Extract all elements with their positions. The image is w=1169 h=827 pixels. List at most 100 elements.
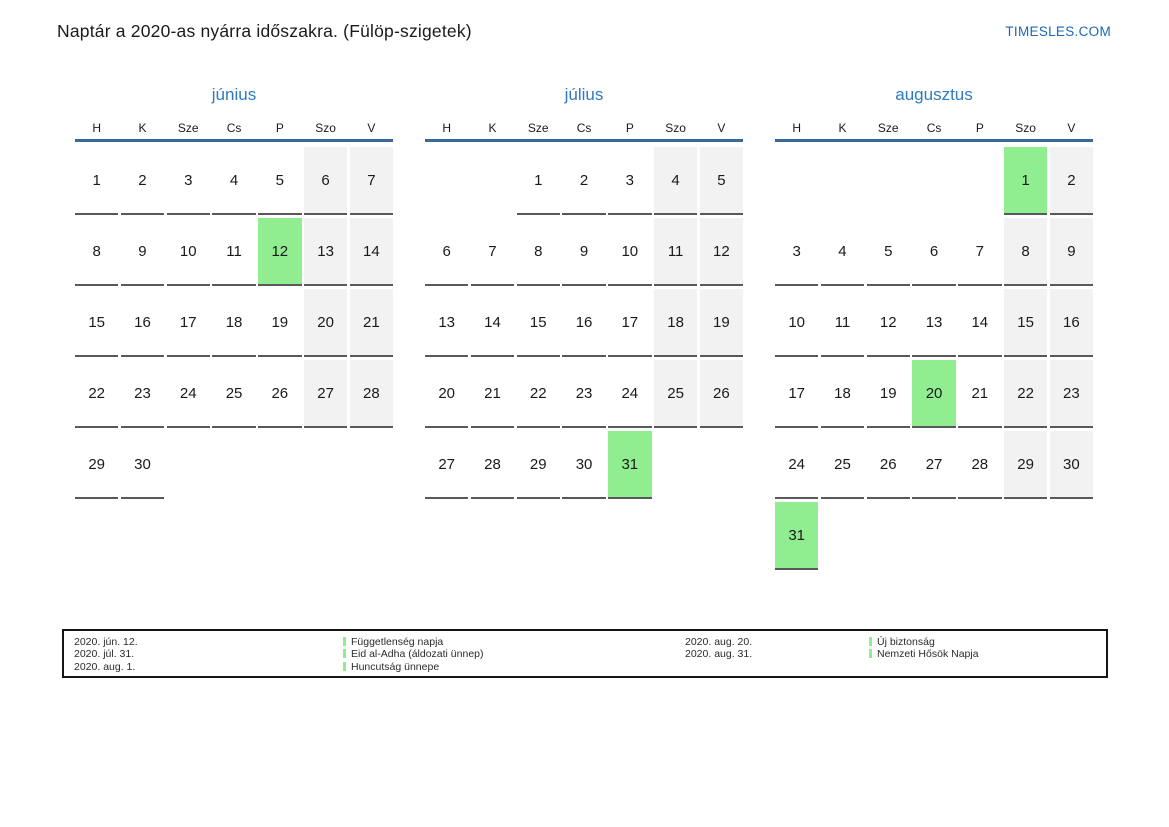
month-june: június H K Sze Cs P Szo V 1 2 3 4 5 6 7 8 9 10 11 12 13 14 15… — [75, 85, 394, 502]
weekday-header: Cs — [576, 121, 592, 135]
day-cell: 14 — [958, 289, 1002, 357]
weekday-header: Cs — [926, 121, 942, 135]
day-cell: 30 — [1049, 431, 1094, 499]
day-cell: 25 — [653, 360, 698, 428]
day-cell: 5 — [866, 218, 910, 286]
day-cell: 21 — [958, 360, 1002, 428]
empty-cell — [212, 431, 255, 499]
day-cell: 1 — [75, 147, 119, 215]
day-cell: 20 — [912, 360, 956, 428]
day-cell: 8 — [516, 218, 560, 286]
day-cell: 30 — [120, 431, 165, 499]
legend-date: 2020. aug. 1. — [74, 660, 136, 673]
brand-link[interactable]: TIMESLES.COM — [1005, 24, 1111, 39]
day-cell: 15 — [75, 289, 119, 357]
day-cell: 12 — [258, 218, 302, 286]
weekday-header: K — [138, 121, 147, 135]
header-underline — [425, 139, 744, 142]
weekday-header: V — [717, 121, 726, 135]
day-cell: 6 — [425, 218, 469, 286]
day-cell: 22 — [516, 360, 560, 428]
month-grid-august: H K Sze Cs P Szo V 1 2 3 4 5 6 7 8 9 10 11 12 13 14 15 16 17 18 1… — [775, 118, 1094, 573]
day-cell: 4 — [212, 147, 256, 215]
weekday-header: V — [367, 121, 376, 135]
day-cell: 2 — [1049, 147, 1094, 215]
weekday-header: H — [792, 121, 802, 135]
day-cell: 19 — [866, 360, 910, 428]
day-cell: 28 — [470, 431, 515, 499]
weekday-header: Cs — [226, 121, 242, 135]
day-cell: 13 — [303, 218, 348, 286]
legend-names-left: Függetlenség napja Eid al-Adha (áldozati… — [343, 636, 484, 673]
day-cell: 4 — [820, 218, 865, 286]
day-cell: 29 — [75, 431, 119, 499]
day-cell: 4 — [653, 147, 698, 215]
month-august: augusztus H K Sze Cs P Szo V 1 2 3 4 5 6 7 8 9 10 11 12 13 1… — [775, 85, 1094, 573]
weekday-header: Szo — [1015, 121, 1036, 135]
day-cell: 8 — [1003, 218, 1048, 286]
day-cell: 13 — [912, 289, 956, 357]
month-title-june: június — [211, 85, 257, 104]
empty-cell — [867, 147, 910, 215]
legend-entry: Huncutság ünnepe — [343, 661, 484, 673]
day-cell: 27 — [912, 431, 956, 499]
weekday-header: Sze — [527, 121, 549, 135]
empty-cell — [912, 502, 955, 570]
day-cell: 23 — [1049, 360, 1094, 428]
day-cell: 29 — [516, 431, 560, 499]
day-cell: 18 — [820, 360, 865, 428]
empty-cell — [821, 502, 864, 570]
empty-cell — [654, 431, 697, 499]
holiday-marker-icon — [869, 649, 872, 659]
legend-holiday-name: Huncutság ünnepe — [351, 660, 440, 673]
weekday-header: V — [1067, 121, 1076, 135]
day-cell: 11 — [212, 218, 256, 286]
legend-entry: Függetlenség napja — [343, 636, 484, 648]
day-cell: 17 — [775, 360, 819, 428]
weekday-header: P — [275, 121, 284, 135]
day-cell: 1 — [516, 147, 560, 215]
day-cell: 10 — [166, 218, 210, 286]
month-grid-june: H K Sze Cs P Szo V 1 2 3 4 5 6 7 8 9 10 11 12 13 14 15 16 17 18 1… — [75, 118, 394, 502]
day-cell: 11 — [820, 289, 865, 357]
day-cell: 26 — [699, 360, 744, 428]
day-cell: 28 — [958, 431, 1002, 499]
day-cell: 5 — [258, 147, 302, 215]
empty-cell — [958, 147, 1001, 215]
day-cell: 5 — [699, 147, 744, 215]
empty-cell — [958, 502, 1001, 570]
day-cell: 1 — [1003, 147, 1048, 215]
legend-date: 2020. jún. 12. — [74, 636, 138, 648]
header-underline — [75, 139, 394, 142]
day-cell: 22 — [75, 360, 119, 428]
legend-holiday-name: Függetlenség napja — [351, 636, 444, 648]
empty-cell — [258, 431, 301, 499]
legend-date: 2020. aug. 20. — [685, 636, 753, 648]
day-cell: 7 — [470, 218, 515, 286]
day-cell: 9 — [562, 218, 606, 286]
legend-date: 2020. júl. 31. — [74, 648, 135, 661]
legend-entry: Nemzeti Hősök Napja — [869, 648, 979, 660]
day-cell: 24 — [166, 360, 210, 428]
page-title: Naptár a 2020-as nyárra időszakra. (Fülö… — [57, 21, 472, 41]
day-cell: 17 — [608, 289, 652, 357]
weekday-header: P — [625, 121, 634, 135]
weekday-header: Szo — [665, 121, 686, 135]
day-cell: 25 — [820, 431, 865, 499]
empty-cell — [167, 431, 210, 499]
weekday-header: H — [442, 121, 452, 135]
month-title-august: augusztus — [895, 85, 973, 104]
legend-names-right: Új biztonság Nemzeti Hősök Napja — [869, 636, 979, 661]
empty-cell — [775, 147, 818, 215]
empty-cell — [425, 147, 468, 215]
day-cell: 10 — [608, 218, 652, 286]
day-cell: 31 — [608, 431, 652, 499]
month-july: július H K Sze Cs P Szo V 1 2 3 4 5 6 7 8 9 10 11 12 13 14 15… — [425, 85, 744, 502]
day-cell: 29 — [1003, 431, 1048, 499]
empty-cell — [350, 431, 393, 499]
month-grid-july: H K Sze Cs P Szo V 1 2 3 4 5 6 7 8 9 10 11 12 13 14 15 16 17 18 1… — [425, 118, 744, 502]
day-cell: 21 — [349, 289, 394, 357]
legend-entry: Új biztonság — [869, 636, 979, 648]
day-cell: 3 — [166, 147, 210, 215]
day-cell: 3 — [608, 147, 652, 215]
